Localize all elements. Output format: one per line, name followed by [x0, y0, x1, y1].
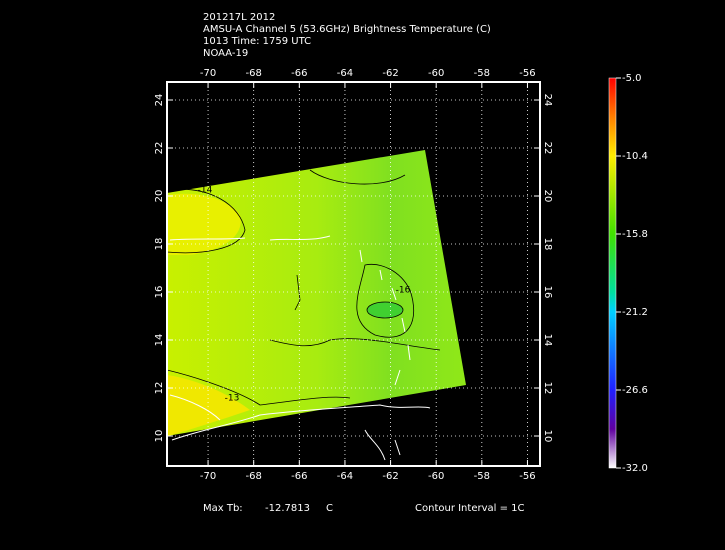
header-line: AMSU-A Channel 5 (53.6GHz) Brightness Te… [203, 24, 491, 35]
header-line: NOAA-19 [203, 48, 248, 59]
y-tick-label: 16 [542, 286, 553, 299]
colorbar [608, 77, 617, 469]
footer: Max Tb: -12.7813 C Contour Interval = 1C [203, 503, 525, 514]
y-tick-label: 24 [542, 94, 553, 107]
contours [167, 169, 441, 406]
warm-area [167, 375, 250, 436]
x-tick-label: -66 [291, 471, 307, 482]
cold-area [366, 301, 404, 319]
x-tick-label: -58 [474, 68, 490, 79]
x-tick-label: -64 [337, 471, 353, 482]
y-tick-label: 12 [154, 382, 165, 395]
header-line: 201217L 2012 [203, 12, 275, 23]
colorbar-tick-label: -15.8 [622, 229, 648, 240]
colorbar-tick-label: -5.0 [622, 73, 642, 84]
x-tick-label: -64 [337, 68, 353, 79]
contour-interval: Contour Interval = 1C [415, 503, 525, 514]
y-tick-label: 16 [154, 286, 165, 299]
x-tick-label: -58 [474, 471, 490, 482]
y-tick-label: 18 [154, 238, 165, 251]
swath [167, 150, 466, 436]
y-tick-label: 20 [154, 190, 165, 203]
map-frame [166, 81, 541, 467]
x-tick-label: -68 [246, 68, 262, 79]
colorbar-tick-label: -21.2 [622, 307, 648, 318]
x-tick-label: -70 [200, 68, 216, 79]
y-tick-label: 12 [542, 382, 553, 395]
map-area [167, 82, 540, 466]
colorbar-tick-label: -10.4 [622, 151, 648, 162]
x-tick-label: -60 [428, 68, 444, 79]
grid [167, 82, 540, 466]
colorbar-tick-label: -26.6 [622, 385, 648, 396]
y-tick-label: 10 [154, 430, 165, 443]
coastline [169, 235, 431, 461]
header-line: 1013 Time: 1759 UTC [203, 36, 311, 47]
y-tick-label: 14 [154, 334, 165, 347]
max-tb-label: Max Tb: [203, 503, 243, 514]
header: 201217L 2012 AMSU-A Channel 5 (53.6GHz) … [203, 12, 491, 59]
x-tick-label: -56 [519, 68, 535, 79]
y-tick-label: 14 [542, 334, 553, 347]
max-tb-value: -12.7813 [265, 503, 310, 514]
x-tick-label: -60 [428, 471, 444, 482]
colorbar-tick-label: -32.0 [622, 463, 648, 474]
max-tb-unit: C [326, 503, 333, 514]
x-tick-label: -62 [382, 471, 398, 482]
y-tick-label: 24 [154, 94, 165, 107]
y-tick-label: 22 [542, 142, 553, 155]
contour-label: -13 [225, 394, 240, 404]
contour-label: -16 [396, 286, 411, 296]
x-tick-label: -70 [200, 471, 216, 482]
contour-label: -14 [198, 186, 213, 196]
y-tick-label: 22 [154, 142, 165, 155]
y-tick-label: 20 [542, 190, 553, 203]
y-tick-label: 10 [542, 430, 553, 443]
x-tick-label: -68 [246, 471, 262, 482]
x-tick-label: -62 [382, 68, 398, 79]
y-tick-label: 18 [542, 238, 553, 251]
x-tick-label: -66 [291, 68, 307, 79]
x-tick-label: -56 [519, 471, 535, 482]
